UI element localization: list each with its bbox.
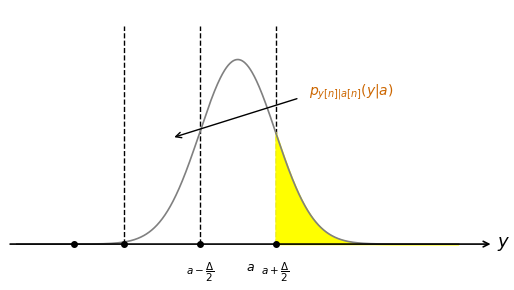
Text: $p_{y[n]|a[n]}(y|a)$: $p_{y[n]|a[n]}(y|a)$ xyxy=(309,83,394,102)
Text: $a-\dfrac{\Delta}{2}$: $a-\dfrac{\Delta}{2}$ xyxy=(186,261,214,284)
Text: $a+\dfrac{\Delta}{2}$: $a+\dfrac{\Delta}{2}$ xyxy=(262,261,290,284)
Text: $y$: $y$ xyxy=(497,235,510,253)
Text: $a$: $a$ xyxy=(246,261,255,274)
